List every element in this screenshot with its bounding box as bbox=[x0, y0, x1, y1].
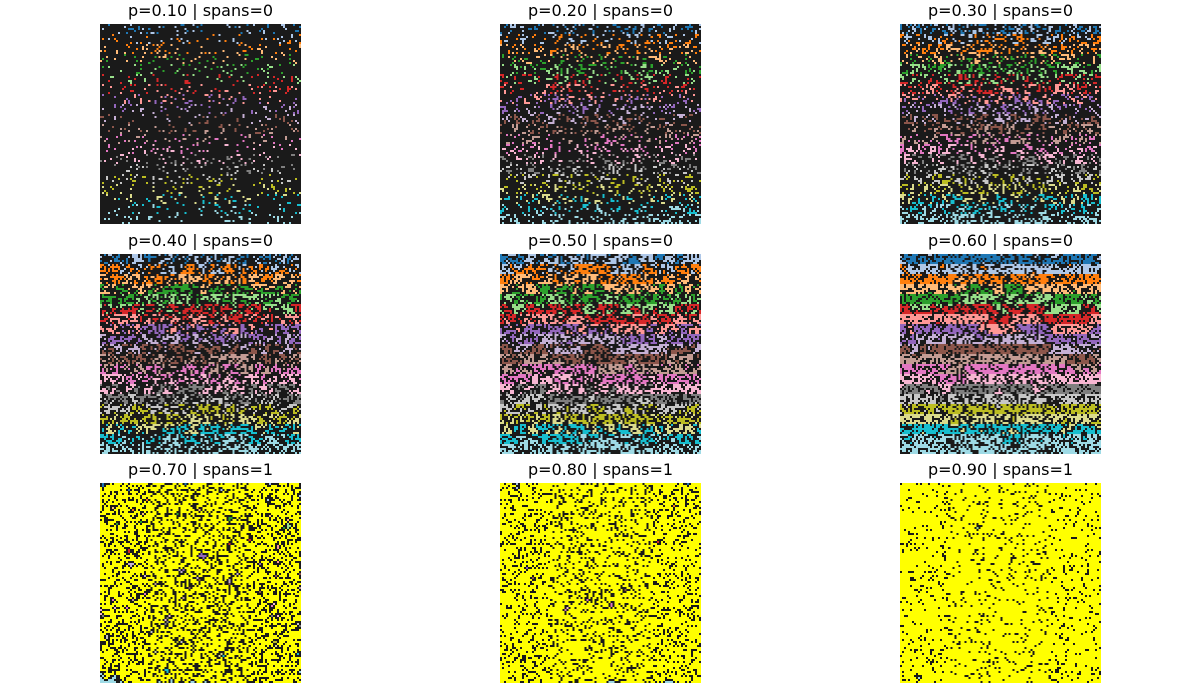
percolation-grid bbox=[100, 483, 301, 683]
percolation-grid bbox=[900, 24, 1101, 224]
panel-title: p=0.30 | spans=0 bbox=[927, 1, 1074, 20]
panel-title: p=0.80 | spans=1 bbox=[527, 460, 674, 479]
panel-title: p=0.50 | spans=0 bbox=[527, 231, 674, 250]
percolation-grid bbox=[500, 254, 701, 454]
percolation-grid bbox=[100, 254, 301, 454]
panel-title: p=0.20 | spans=0 bbox=[527, 1, 674, 20]
panel-title: p=0.60 | spans=0 bbox=[927, 231, 1074, 250]
percolation-grid bbox=[500, 483, 701, 683]
panel-title: p=0.90 | spans=1 bbox=[927, 460, 1074, 479]
panel-title: p=0.70 | spans=1 bbox=[127, 460, 274, 479]
panel-title: p=0.10 | spans=0 bbox=[127, 1, 274, 20]
percolation-grid bbox=[100, 24, 301, 224]
percolation-grid bbox=[900, 254, 1101, 454]
percolation-grid bbox=[500, 24, 701, 224]
panel-title: p=0.40 | spans=0 bbox=[127, 231, 274, 250]
percolation-grid bbox=[900, 483, 1101, 683]
